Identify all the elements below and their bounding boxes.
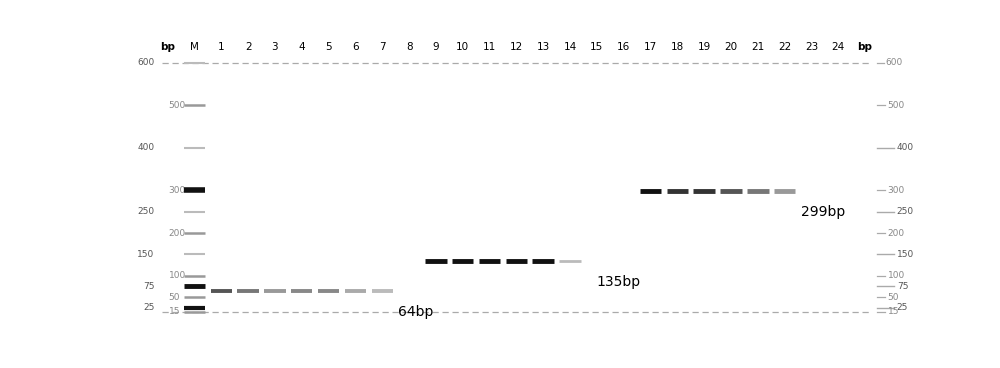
Text: 100: 100 <box>169 271 186 280</box>
Text: 13: 13 <box>537 42 550 52</box>
Text: 15: 15 <box>169 307 180 316</box>
Text: 250: 250 <box>137 207 155 216</box>
Text: 3: 3 <box>272 42 278 52</box>
Text: 135bp: 135bp <box>597 275 641 289</box>
Text: 300: 300 <box>169 186 186 195</box>
Text: 250: 250 <box>897 207 914 216</box>
Text: 1: 1 <box>218 42 225 52</box>
Text: 600: 600 <box>137 58 155 67</box>
Text: 150: 150 <box>897 250 914 259</box>
Text: 64bp: 64bp <box>398 305 434 319</box>
Text: 150: 150 <box>137 250 155 259</box>
Text: 50: 50 <box>887 293 899 301</box>
Text: 75: 75 <box>143 282 155 291</box>
Text: 23: 23 <box>805 42 818 52</box>
Text: 14: 14 <box>563 42 577 52</box>
Text: 19: 19 <box>698 42 711 52</box>
Text: 7: 7 <box>379 42 386 52</box>
Text: 15: 15 <box>887 307 899 316</box>
Text: 11: 11 <box>483 42 496 52</box>
Text: 6: 6 <box>352 42 359 52</box>
Text: 15: 15 <box>590 42 603 52</box>
Text: bp: bp <box>160 42 175 52</box>
Text: 24: 24 <box>832 42 845 52</box>
Text: 50: 50 <box>169 293 180 301</box>
Text: 10: 10 <box>456 42 469 52</box>
Text: 75: 75 <box>897 282 908 291</box>
Text: 12: 12 <box>510 42 523 52</box>
Text: 17: 17 <box>644 42 657 52</box>
Text: 2: 2 <box>245 42 251 52</box>
Text: 200: 200 <box>169 229 186 238</box>
Text: 9: 9 <box>433 42 439 52</box>
Text: 21: 21 <box>751 42 764 52</box>
Text: 100: 100 <box>887 271 905 280</box>
Text: 400: 400 <box>137 143 155 152</box>
Text: 300: 300 <box>887 186 905 195</box>
Text: 600: 600 <box>885 58 902 67</box>
Text: 500: 500 <box>169 101 186 110</box>
Text: 5: 5 <box>325 42 332 52</box>
Text: 25: 25 <box>897 303 908 312</box>
Text: 18: 18 <box>671 42 684 52</box>
Text: bp: bp <box>858 42 873 52</box>
Text: 500: 500 <box>887 101 905 110</box>
Text: 25: 25 <box>143 303 155 312</box>
Text: 8: 8 <box>406 42 412 52</box>
Text: 299bp: 299bp <box>801 205 845 219</box>
Text: 20: 20 <box>724 42 738 52</box>
Text: M: M <box>190 42 199 52</box>
Text: 22: 22 <box>778 42 791 52</box>
Text: 200: 200 <box>887 229 905 238</box>
Text: 16: 16 <box>617 42 630 52</box>
Text: 4: 4 <box>298 42 305 52</box>
Text: 400: 400 <box>897 143 914 152</box>
